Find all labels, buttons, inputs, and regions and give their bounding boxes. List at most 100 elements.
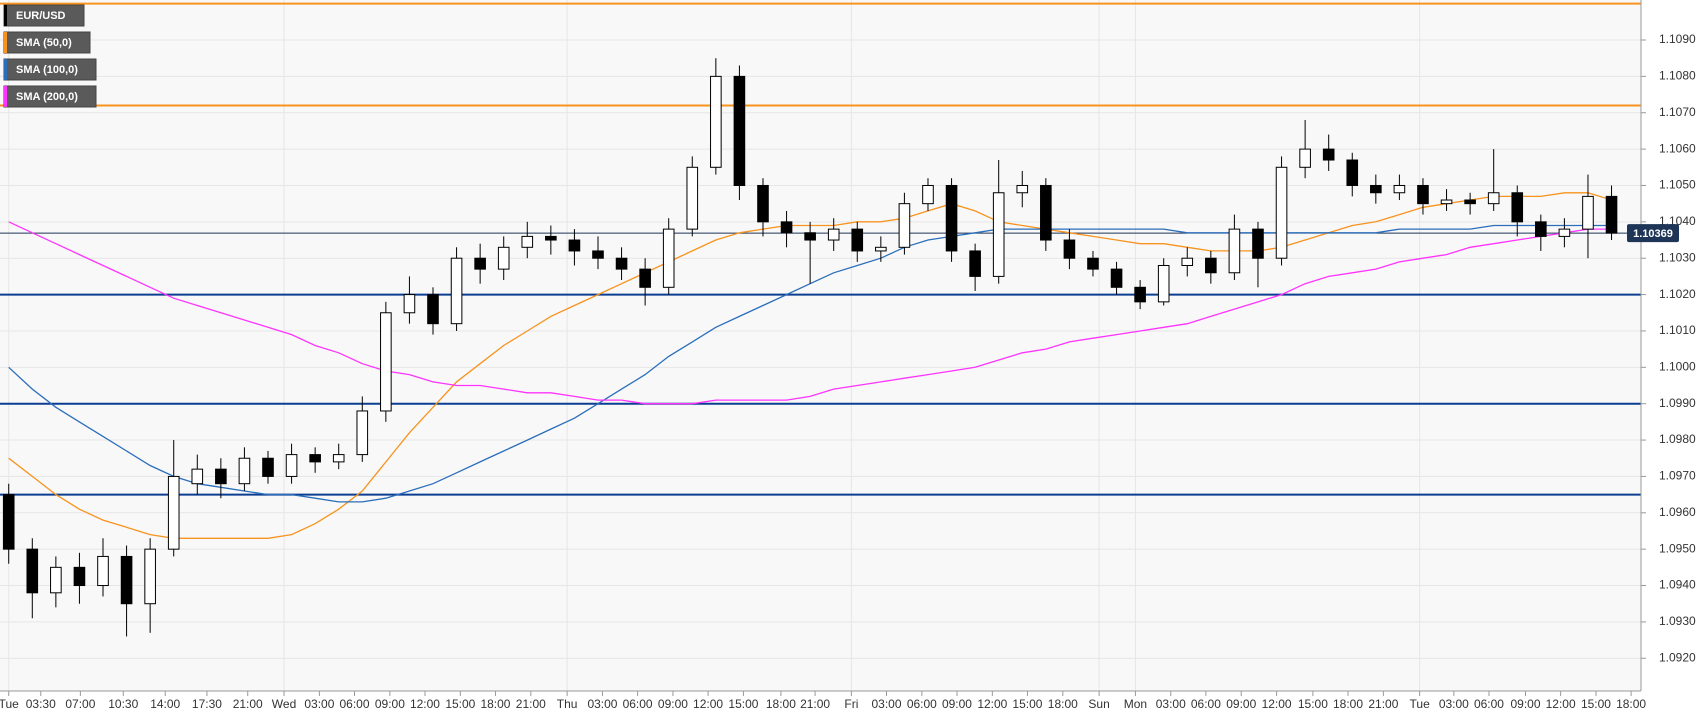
x-tick-label: 09:00 bbox=[1226, 697, 1256, 711]
candle-body bbox=[73, 566, 86, 587]
candle-body bbox=[969, 250, 981, 277]
plot-area bbox=[0, 0, 1641, 691]
candle-body bbox=[215, 468, 227, 485]
y-tick-label: 1.1070 bbox=[1659, 105, 1696, 119]
candle-body bbox=[992, 192, 1005, 277]
candle-body bbox=[922, 184, 934, 205]
legend: EUR/USD SMA (50,0) SMA (100,0) SMA (200,0) bbox=[3, 4, 97, 108]
x-tick-label: 21:00 bbox=[516, 697, 546, 711]
candle-body bbox=[1063, 239, 1076, 259]
candle-body bbox=[474, 257, 486, 270]
candle-body bbox=[50, 566, 62, 594]
price-tag-box bbox=[1627, 224, 1679, 243]
candle-body bbox=[1605, 195, 1618, 234]
candle-body bbox=[615, 257, 628, 270]
candle-body bbox=[1535, 221, 1547, 237]
x-tick-label: 18:00 bbox=[766, 697, 796, 711]
candle-body bbox=[662, 228, 675, 288]
price-tag-label: 1.10369 bbox=[1633, 228, 1673, 240]
candle-body bbox=[120, 555, 133, 605]
y-tick-label: 1.1080 bbox=[1659, 69, 1696, 83]
candle-body bbox=[1487, 192, 1500, 205]
x-tick-label: Fri bbox=[844, 697, 858, 711]
candle-body bbox=[1464, 199, 1476, 205]
x-tick-label: 15:00 bbox=[1298, 697, 1328, 711]
candle-body bbox=[1252, 228, 1264, 259]
legend-swatch bbox=[4, 59, 7, 80]
x-tick-label: Tue bbox=[0, 697, 19, 711]
candle-body bbox=[497, 246, 510, 270]
y-tick-label: 1.0970 bbox=[1659, 469, 1696, 483]
candle-body bbox=[1134, 286, 1146, 303]
candle-body bbox=[1393, 184, 1406, 194]
y-tick-label: 1.1090 bbox=[1659, 32, 1696, 46]
candle-body bbox=[1370, 184, 1382, 194]
x-tick-label: 15:00 bbox=[1012, 697, 1042, 711]
x-tick-label: Wed bbox=[272, 697, 296, 711]
x-tick-label: 03:00 bbox=[587, 697, 617, 711]
x-tick-label: 18:00 bbox=[480, 697, 510, 711]
x-tick-label: 21:00 bbox=[1368, 697, 1398, 711]
candle-body bbox=[356, 410, 369, 456]
x-tick-label: 03:00 bbox=[304, 697, 334, 711]
y-tick-label: 1.0940 bbox=[1659, 578, 1696, 592]
candle-body bbox=[780, 221, 793, 234]
candle-body bbox=[238, 457, 251, 485]
candle-body bbox=[427, 294, 439, 325]
candle-body bbox=[450, 257, 463, 325]
x-tick-label: 06:00 bbox=[623, 697, 653, 711]
candles bbox=[2, 58, 1618, 637]
candle-body bbox=[2, 494, 15, 550]
candle-body bbox=[332, 454, 345, 463]
y-tick-label: 1.1030 bbox=[1659, 250, 1696, 264]
x-tick-label: 09:00 bbox=[375, 697, 405, 711]
x-tick-label: 03:00 bbox=[871, 697, 901, 711]
candle-body bbox=[1440, 199, 1453, 205]
x-tick-label: 03:00 bbox=[1439, 697, 1469, 711]
levels bbox=[0, 2, 1641, 496]
x-tick-label: 07:00 bbox=[65, 697, 95, 711]
x-tick-label: 18:00 bbox=[1616, 697, 1646, 711]
candle-body bbox=[262, 457, 274, 477]
candle-body bbox=[97, 555, 109, 587]
candle-body bbox=[1346, 159, 1359, 186]
candle-body bbox=[804, 232, 816, 241]
candle-body bbox=[757, 184, 769, 223]
y-tick-label: 1.0990 bbox=[1659, 396, 1696, 410]
candle-body bbox=[898, 203, 911, 248]
x-tick-label: 15:00 bbox=[445, 697, 475, 711]
y-tick-label: 1.1000 bbox=[1659, 359, 1696, 373]
candle-body bbox=[827, 228, 840, 241]
candle-body bbox=[1322, 148, 1335, 161]
candle-body bbox=[545, 235, 557, 241]
legend-label: SMA (50,0) bbox=[16, 37, 72, 49]
x-tick-label: 17:30 bbox=[192, 697, 222, 711]
candle-body bbox=[380, 312, 392, 412]
candle-body bbox=[1558, 228, 1571, 237]
x-tick-label: 03:30 bbox=[26, 697, 56, 711]
candle-body bbox=[851, 228, 864, 252]
legend-swatch bbox=[4, 32, 7, 53]
price-tag: 1.10369 bbox=[1627, 224, 1679, 243]
sma-line bbox=[8, 224, 1612, 503]
candle-body bbox=[1087, 257, 1099, 270]
y-tick-label: 1.0980 bbox=[1659, 432, 1696, 446]
x-tick-label: 21:00 bbox=[233, 697, 263, 711]
y-tick-label: 1.1060 bbox=[1659, 141, 1696, 155]
legend-label: EUR/USD bbox=[16, 10, 66, 22]
candle-body bbox=[26, 548, 39, 594]
legend-label: SMA (200,0) bbox=[16, 91, 78, 103]
y-tick-label: 1.1010 bbox=[1659, 323, 1696, 337]
x-tick-label: 18:00 bbox=[1048, 697, 1078, 711]
y-tick-label: 1.0950 bbox=[1659, 541, 1696, 555]
x-tick-label: 12:00 bbox=[1262, 697, 1292, 711]
x-tick-label: Mon bbox=[1124, 697, 1147, 711]
candle-body bbox=[309, 454, 321, 463]
candle-body bbox=[1016, 184, 1029, 194]
y-tick-label: 1.0920 bbox=[1659, 650, 1696, 664]
candle-body bbox=[144, 548, 156, 605]
candle-body bbox=[639, 268, 651, 288]
candle-body bbox=[1157, 264, 1170, 303]
x-tick-label: Sun bbox=[1088, 697, 1109, 711]
